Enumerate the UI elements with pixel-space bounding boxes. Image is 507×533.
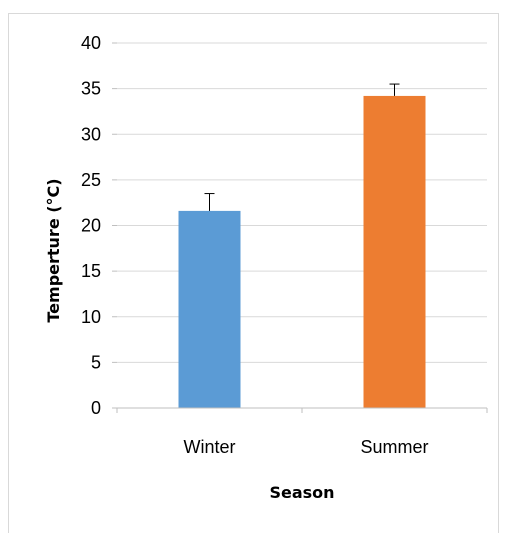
x-axis-tick-labels: Winter Summer bbox=[183, 437, 428, 457]
gridlines bbox=[112, 43, 487, 413]
y-tick-label: 0 bbox=[91, 398, 101, 418]
y-tick-label: 20 bbox=[81, 216, 101, 236]
y-tick-label: 25 bbox=[81, 170, 101, 190]
x-axis-title: Season bbox=[269, 483, 334, 502]
bar-winter bbox=[179, 211, 241, 408]
bar-summer bbox=[364, 96, 426, 408]
y-tick-label: 35 bbox=[81, 79, 101, 99]
y-tick-label: 30 bbox=[81, 124, 101, 144]
y-tick-label: 5 bbox=[91, 352, 101, 372]
y-tick-label: 40 bbox=[81, 33, 101, 53]
bars bbox=[179, 96, 426, 408]
y-tick-label: 10 bbox=[81, 307, 101, 327]
x-tick-label-winter: Winter bbox=[183, 437, 235, 457]
y-axis-title: Temperture (°C) bbox=[44, 178, 63, 322]
x-tick-label-summer: Summer bbox=[360, 437, 428, 457]
y-axis-tick-labels: 0 5 10 15 20 25 30 35 40 bbox=[81, 33, 101, 418]
y-tick-label: 15 bbox=[81, 261, 101, 281]
